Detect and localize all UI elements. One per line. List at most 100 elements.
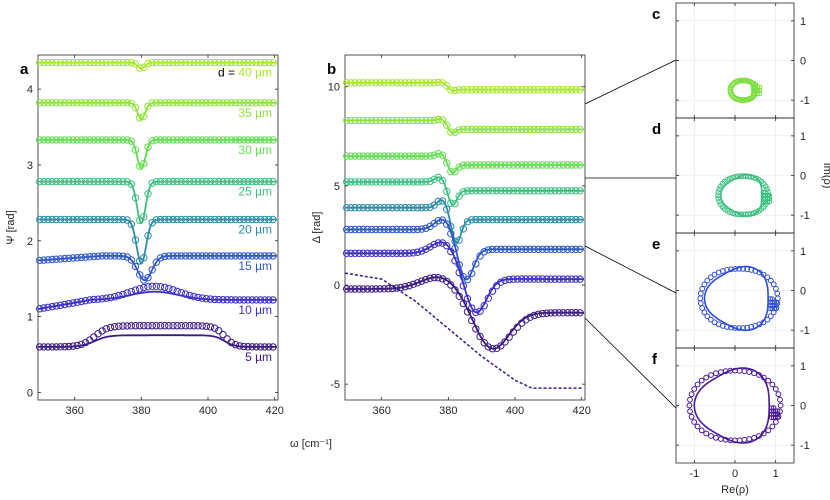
- fit-line: [703, 265, 769, 332]
- data-point: [468, 269, 476, 278]
- data-point: [505, 86, 513, 94]
- data-point: [732, 210, 739, 217]
- data-point: [65, 215, 73, 224]
- data-point: [538, 245, 547, 254]
- data-point: [459, 299, 467, 308]
- data-point: [463, 275, 472, 284]
- data-point: [468, 187, 476, 195]
- data-point: [547, 309, 555, 317]
- data-point: [572, 245, 580, 254]
- data-point: [748, 210, 754, 217]
- data-point: [140, 276, 148, 284]
- data-point: [73, 177, 81, 186]
- data-point: [215, 327, 223, 335]
- data-point: [252, 99, 260, 107]
- data-point: [48, 255, 56, 264]
- data-point: [169, 215, 177, 224]
- data-point: [240, 296, 248, 304]
- data-point: [261, 136, 269, 144]
- data-point: [215, 252, 223, 260]
- data-point: [123, 178, 131, 186]
- data-point: [363, 152, 372, 160]
- y-axis-label: Im(ρ): [821, 163, 830, 189]
- data-point: [202, 322, 211, 330]
- y-axis-label: Ψ [rad]: [5, 210, 17, 244]
- data-point: [704, 277, 711, 284]
- data-point: [223, 252, 231, 260]
- data-point: [526, 187, 534, 195]
- data-point: [409, 204, 417, 212]
- data-point: [388, 178, 397, 186]
- data-point: [455, 126, 463, 134]
- data-point: [368, 225, 376, 234]
- data-point: [472, 260, 480, 268]
- data-point: [202, 136, 211, 144]
- data-point: [698, 427, 705, 434]
- data-point: [236, 252, 244, 260]
- data-point: [359, 152, 367, 160]
- data-point: [265, 177, 273, 186]
- data-point: [484, 246, 492, 254]
- data-point: [484, 343, 492, 351]
- data-point: [248, 177, 256, 186]
- data-point: [202, 252, 211, 260]
- data-point: [269, 215, 277, 224]
- data-point: [451, 200, 459, 208]
- data-point: [48, 302, 56, 311]
- data-point: [343, 204, 351, 212]
- series-a-0: d = 40 µm: [36, 58, 277, 80]
- data-point: [438, 197, 447, 205]
- data-point: [484, 125, 492, 134]
- data-point: [551, 161, 559, 169]
- data-point: [102, 215, 111, 224]
- data-point: [422, 79, 430, 87]
- data-point: [501, 125, 509, 134]
- data-point: [206, 295, 215, 303]
- data-point: [376, 178, 384, 186]
- data-point: [236, 342, 244, 350]
- data-point: [748, 174, 754, 180]
- data-point: [701, 281, 708, 288]
- data-point: [488, 345, 497, 353]
- data-point: [131, 60, 140, 68]
- data-point: [447, 281, 455, 289]
- data-point: [484, 86, 492, 94]
- data-point: [393, 204, 401, 212]
- data-point: [144, 59, 152, 68]
- data-point: [459, 282, 467, 290]
- y-tick-label: 0: [800, 401, 806, 413]
- data-point: [401, 152, 409, 160]
- data-point: [751, 434, 757, 441]
- data-point: [215, 99, 223, 107]
- data-point: [144, 322, 152, 330]
- data-point: [44, 58, 52, 67]
- data-point: [405, 178, 413, 186]
- data-point: [194, 293, 202, 302]
- data-point: [568, 245, 576, 254]
- data-point: [181, 58, 190, 67]
- data-point: [701, 309, 708, 316]
- data-point: [140, 254, 148, 262]
- data-point: [708, 433, 714, 439]
- data-point: [509, 215, 517, 224]
- data-point: [269, 296, 277, 304]
- data-point: [463, 187, 472, 195]
- data-point: [687, 408, 693, 415]
- data-point: [351, 285, 359, 293]
- data-point: [551, 187, 559, 195]
- series-a-5: 15 µm: [36, 252, 277, 284]
- data-point: [388, 79, 397, 87]
- data-point: [156, 136, 165, 144]
- data-point: [501, 86, 509, 94]
- data-point: [770, 281, 777, 288]
- axis-frame: [344, 54, 586, 401]
- data-point: [190, 215, 198, 224]
- data-point: [418, 204, 426, 212]
- data-point: [572, 215, 580, 224]
- data-point: [123, 99, 131, 107]
- data-point: [543, 275, 551, 283]
- data-point: [488, 161, 497, 169]
- data-point: [202, 58, 211, 67]
- data-point: [148, 266, 156, 274]
- data-point: [488, 245, 497, 254]
